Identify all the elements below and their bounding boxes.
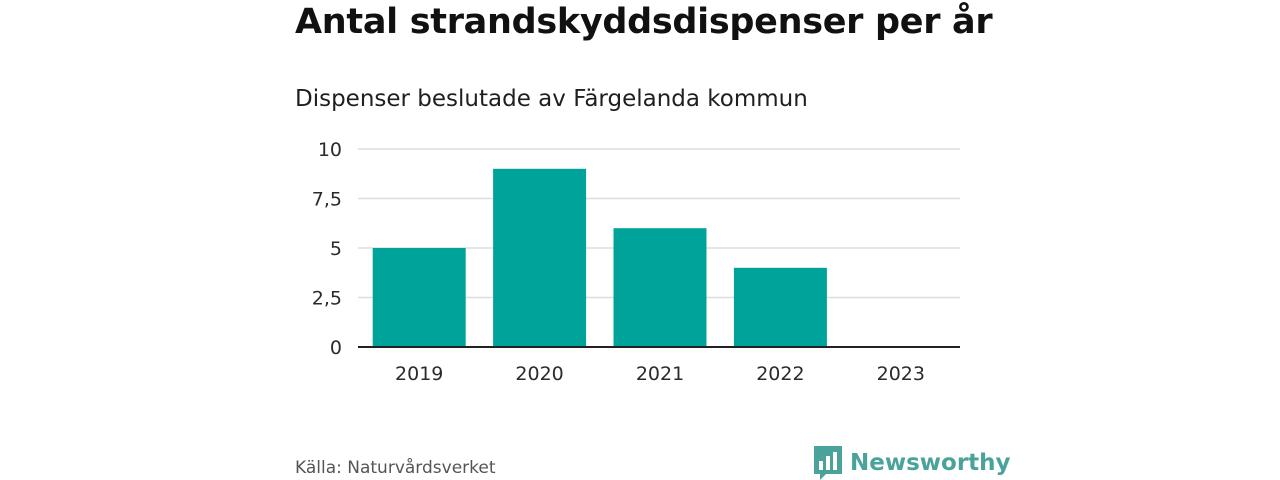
x-tick-label: 2021 [636,363,684,385]
x-tick-label: 2020 [515,363,563,385]
x-tick-label: 2022 [756,363,804,385]
y-tick-label: 10 [318,139,342,161]
bar [372,248,466,347]
brand-name: Newsworthy [850,450,1011,476]
bar [493,168,587,347]
y-tick-label: 2,5 [312,288,342,310]
brand-logo: Newsworthy [814,446,1011,480]
chart-subtitle: Dispenser beslutade av Färgelanda kommun [295,86,808,112]
source-note: Källa: Naturvårdsverket [295,458,496,478]
y-tick-label: 5 [330,238,342,260]
x-tick-label: 2019 [395,363,443,385]
chart-title: Antal strandskyddsdispenser per år [295,2,993,42]
y-tick-label: 0 [330,337,342,359]
newsworthy-logo-icon [814,446,842,480]
bar [733,267,827,347]
y-tick-label: 7,5 [312,189,342,211]
bar [613,228,707,347]
x-tick-label: 2023 [877,363,925,385]
